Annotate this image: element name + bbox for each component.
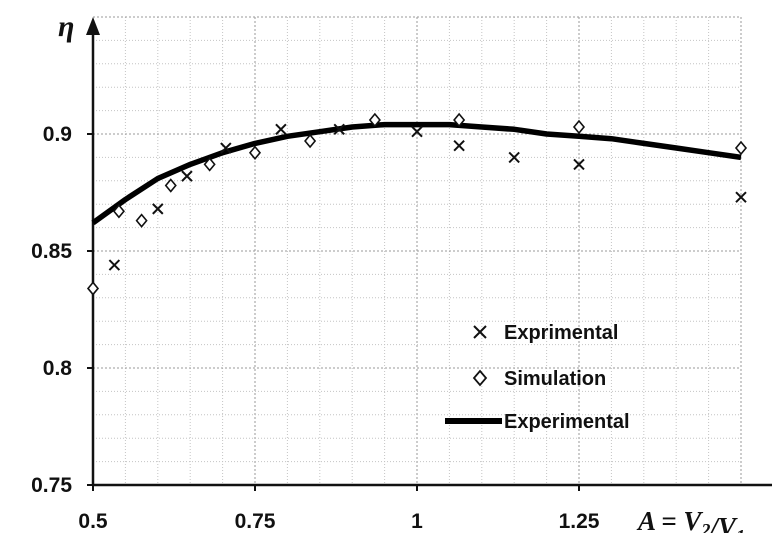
legend-label-experimental: Experimental [504,411,630,433]
x-axis-label: A = V2/V1 [636,506,745,533]
simulation-point [203,157,216,172]
x-tick-label: 1 [411,510,423,533]
exprimental-point [152,203,164,215]
axes [86,17,772,487]
simulation-point [248,145,262,160]
legend-item-experimental: Experimental [445,411,630,433]
simulation-point [572,119,586,135]
legend-item-simulation: Simulation [472,368,606,390]
x-tick-label: 0.75 [235,510,276,533]
simulation-point [86,281,100,296]
y-axis-label: η [58,10,74,43]
exprimental-point [333,123,345,136]
legend-label-simulation: Simulation [504,368,606,390]
y-tick-label: 0.9 [43,123,72,146]
simulation-point [135,213,148,228]
exprimental-point [453,139,465,152]
legend-label-exprimental: Exprimental [504,322,618,344]
simulation-point [304,133,317,149]
simulation-point [112,203,125,219]
y-tick-label: 0.75 [31,474,72,497]
legend-diamond-marker [472,369,488,387]
y-axis-arrow [86,17,100,35]
grid [93,16,742,485]
tick-labels: 0.5 0.75 1 1.25 0.75 0.8 0.85 0.9 [31,123,600,533]
series-layer [86,112,748,296]
exprimental-point [181,170,193,182]
simulation-point [368,112,381,128]
simulation-point [164,178,177,193]
y-tick-label: 0.85 [31,240,72,263]
exprimental-point [108,259,121,271]
simulation-point [734,140,748,156]
exprimental-point [275,123,287,136]
legend-x-marker [473,325,487,339]
x-tick-label: 0.5 [78,510,108,533]
legend: Exprimental Simulation Experimental [445,322,630,433]
exprimental-point [411,125,423,138]
series-experimental-line [91,121,742,226]
exprimental-point [508,151,520,164]
simulation-point [453,112,466,128]
exprimental-point [220,142,232,154]
exprimental-point [573,158,585,171]
exprimental-point [735,191,747,203]
legend-item-exprimental: Exprimental [473,322,618,344]
x-tick-label: 1.25 [559,510,600,533]
y-tick-label: 0.8 [43,357,73,380]
